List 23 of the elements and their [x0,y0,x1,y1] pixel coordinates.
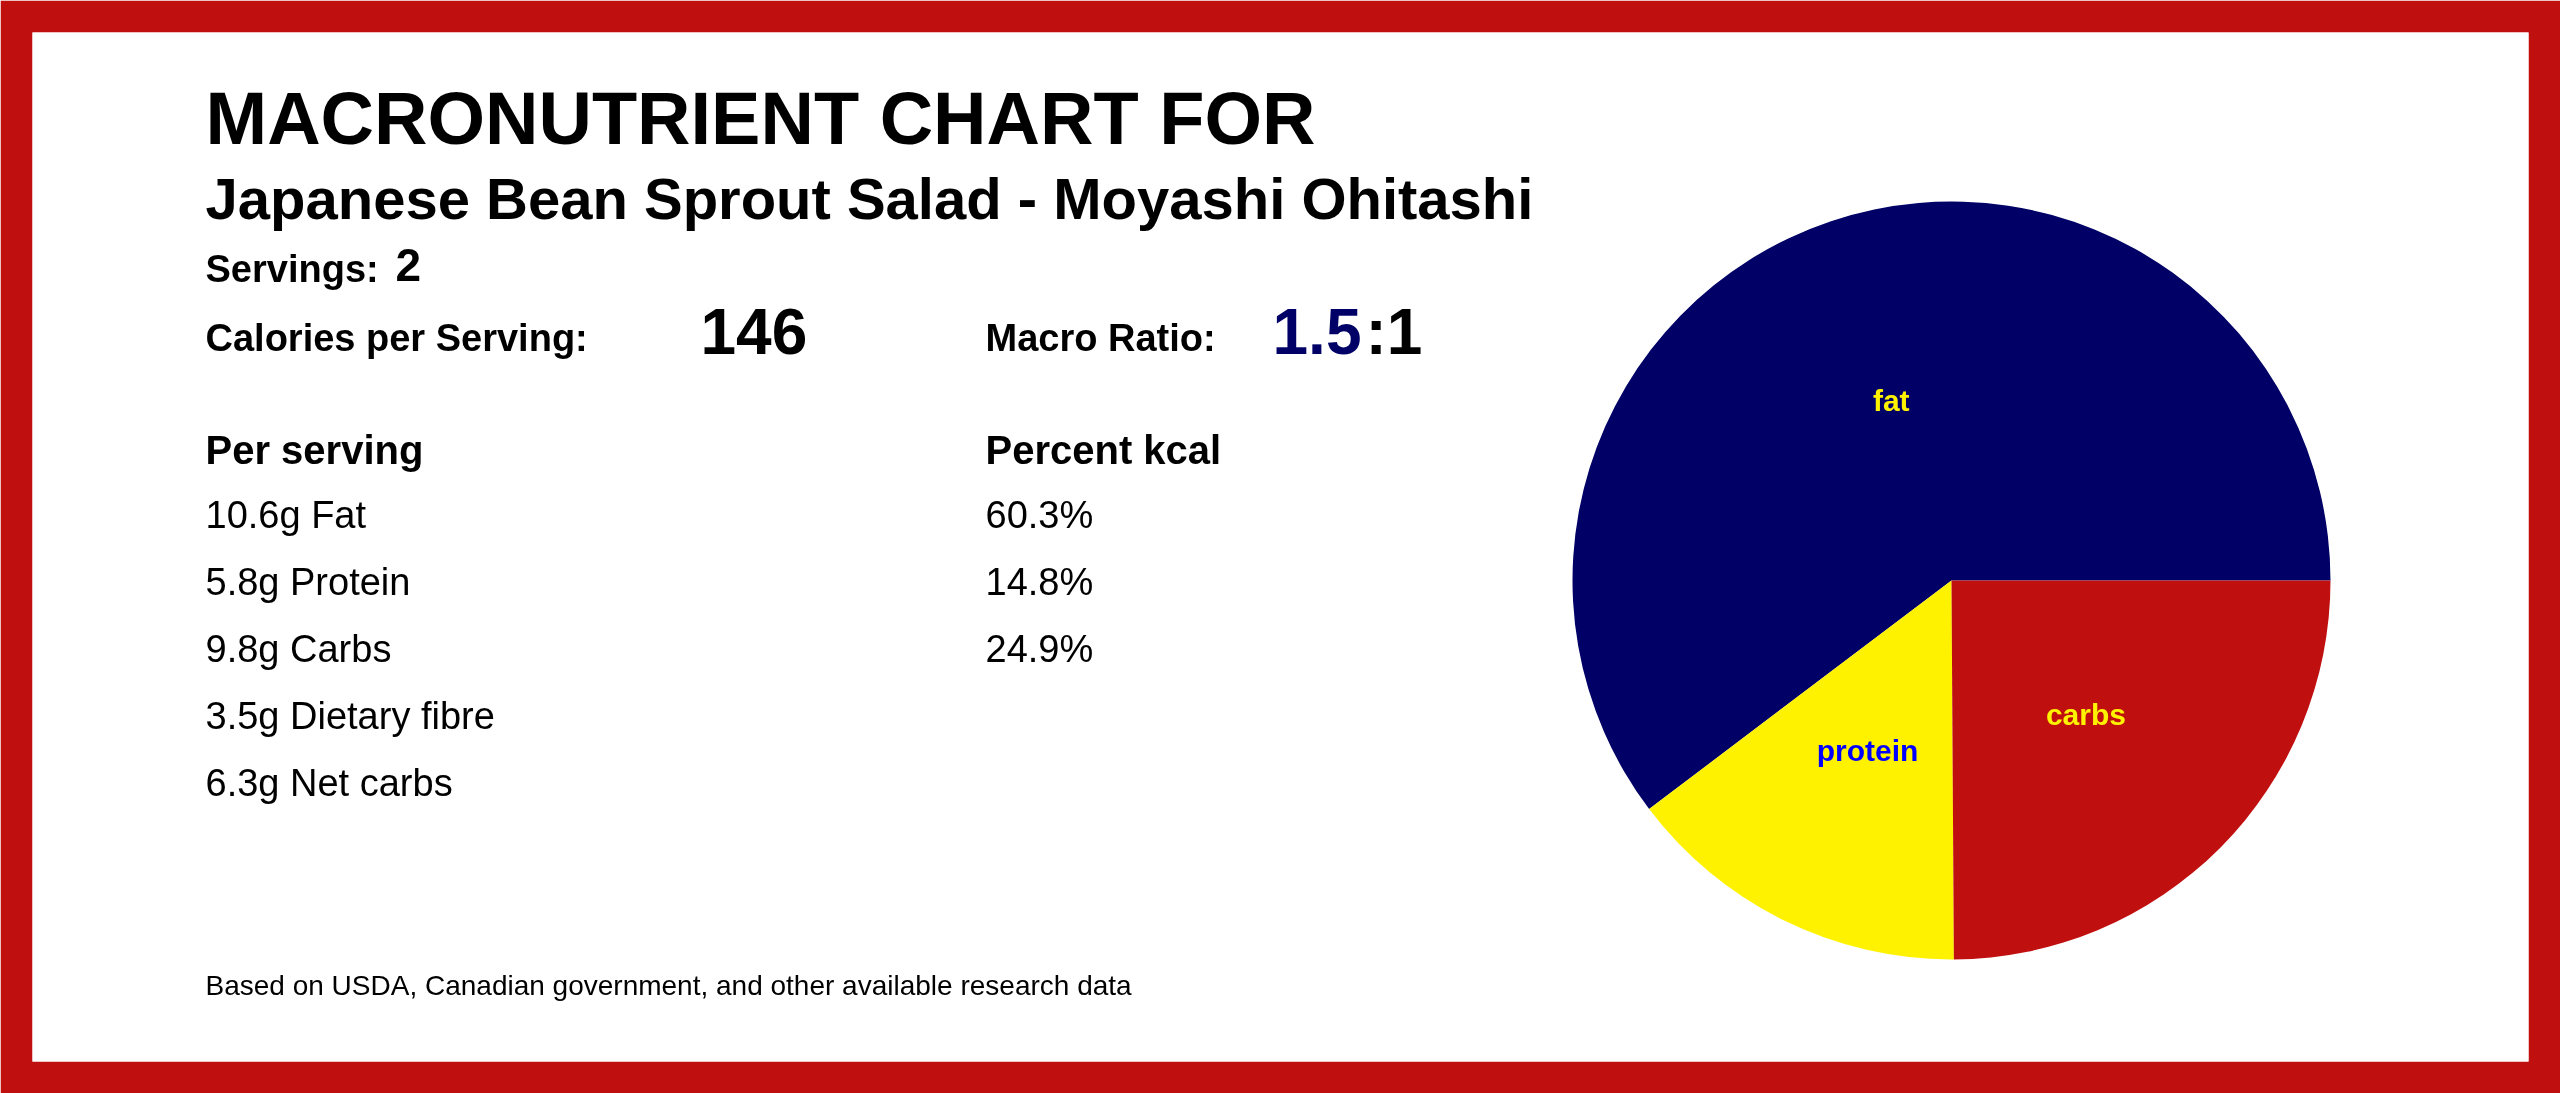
text: 3.5g Dietary fibre [205,694,495,737]
text: 14.8% [985,560,1094,603]
text: Macro Ratio: [985,316,1216,359]
text: 10.6g Fat [205,493,367,536]
text: 1.5 [1272,296,1362,368]
text: Japanese Bean Sprout Salad - Moyashi Ohitashi [205,166,1534,231]
slice-label: fat [1872,384,1910,418]
slice-label: carbs [2045,697,2126,731]
text: Servings: [205,247,379,290]
text: 6.3g Net carbs [205,761,453,804]
text: 2 [395,238,422,291]
text: 5.8g Protein [205,560,411,603]
text: Calories per Serving: [205,316,588,359]
text: 146 [700,296,808,368]
slice-label: protein [1816,733,1919,767]
text: :1 [1365,295,1423,368]
text: 60.3% [985,493,1094,536]
text: 9.8g Carbs [205,627,392,670]
text: 24.9% [985,627,1094,670]
text: Based on USDA, Canadian government, and other available research data [205,970,1133,1001]
text: Percent kcal [985,427,1222,472]
text: MACRONUTRIENT CHART FOR [205,77,1316,160]
text: Per serving [205,427,424,472]
